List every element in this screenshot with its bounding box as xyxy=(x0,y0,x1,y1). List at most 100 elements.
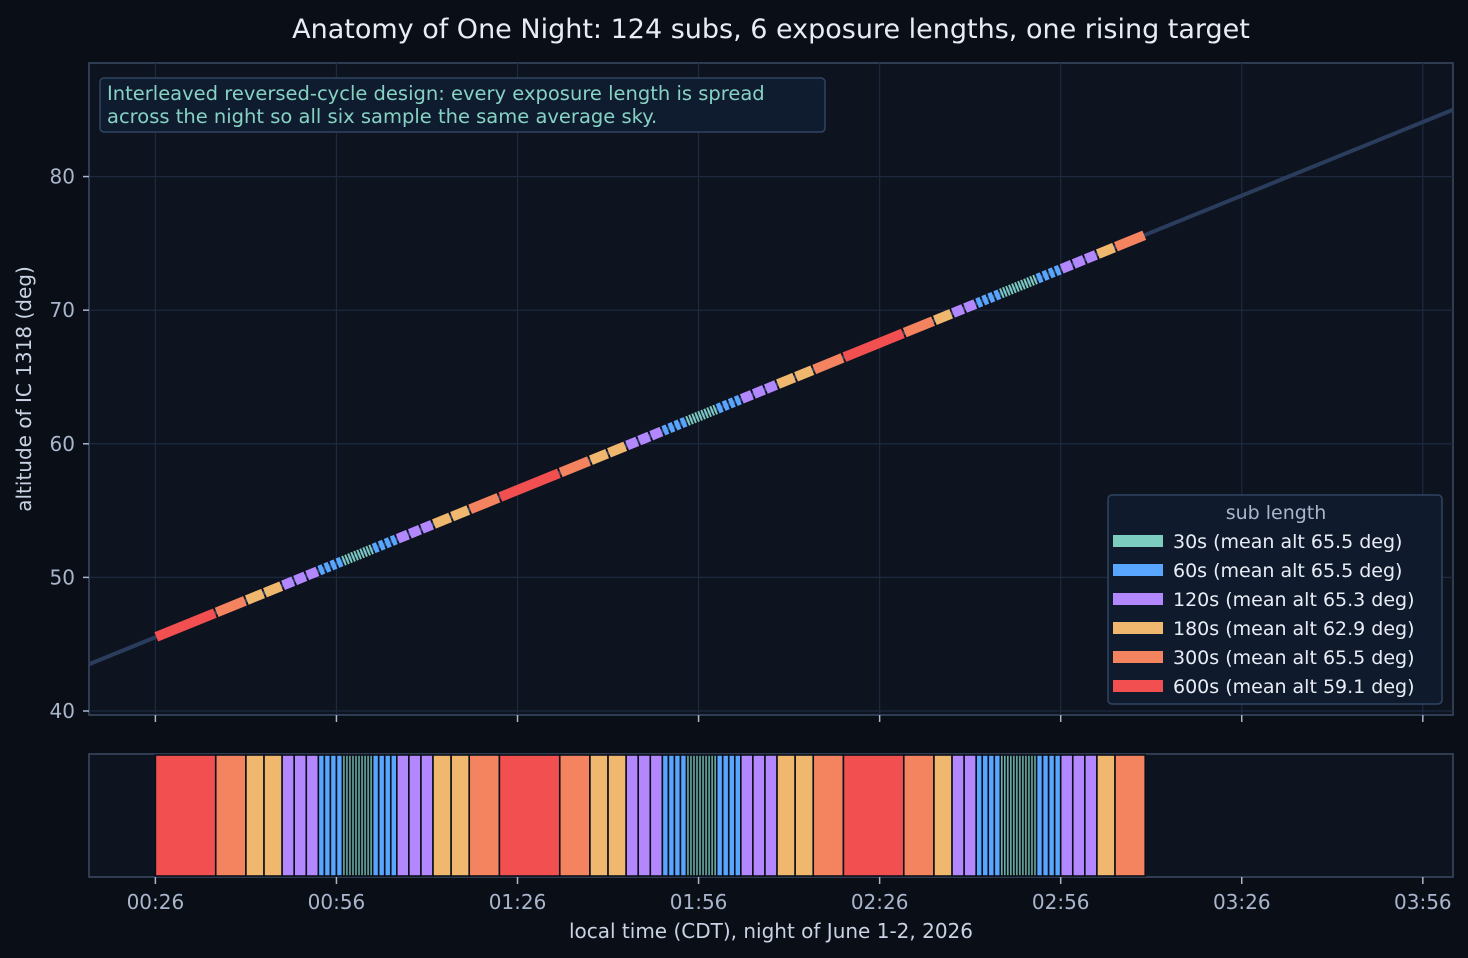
sub-segment xyxy=(371,542,380,554)
timeline-bar xyxy=(740,754,754,877)
legend-title: sub length xyxy=(1226,502,1327,524)
y-tick-label: 80 xyxy=(50,165,75,189)
annotation-line: across the night so all six sample the s… xyxy=(107,105,657,128)
sub-segment xyxy=(498,468,561,502)
sub-segment xyxy=(700,409,706,420)
timeline-bar xyxy=(1047,754,1056,877)
sub-segment xyxy=(691,413,697,424)
timeline-bar xyxy=(902,754,935,877)
legend-label: 120s (mean alt 65.3 deg) xyxy=(1173,589,1415,611)
x-tick-label: 01:26 xyxy=(489,890,547,914)
sub-segment xyxy=(751,385,766,399)
timeline-bar xyxy=(1041,754,1050,877)
timeline-bar xyxy=(752,754,766,877)
subs-on-curve xyxy=(154,230,1147,642)
legend: sub length 30s (mean alt 65.5 deg) 60s (m… xyxy=(1107,494,1443,705)
timeline-bar xyxy=(607,754,627,877)
x-axis-ticks-bottom: 00:26 00:56 01:26 01:56 02:26 02:56 03:26 03:56 xyxy=(127,877,1452,914)
grid xyxy=(89,63,1453,715)
timeline-bar xyxy=(420,754,434,877)
legend-swatch xyxy=(1113,564,1163,576)
x-tick-label: 03:26 xyxy=(1213,890,1271,914)
sub-segment xyxy=(794,365,815,382)
sub-segment xyxy=(706,407,712,418)
timeline-bar xyxy=(377,754,386,877)
timeline-bar xyxy=(842,754,905,877)
x-tick-label: 01:56 xyxy=(670,890,728,914)
sub-segment xyxy=(981,294,990,306)
legend-label: 180s (mean alt 62.9 deg) xyxy=(1173,618,1415,640)
sub-segment xyxy=(987,291,996,303)
timeline-bar xyxy=(667,754,676,877)
timeline-bar xyxy=(1114,754,1146,877)
sub-segment xyxy=(932,309,954,326)
sub-segment xyxy=(329,559,338,571)
sub-segment xyxy=(1083,250,1098,264)
timeline-bar xyxy=(408,754,422,877)
sub-segment xyxy=(1114,230,1147,252)
timeline-bar xyxy=(214,754,247,877)
sub-segment xyxy=(679,417,688,429)
sub-segment xyxy=(667,421,676,433)
sub-segment xyxy=(432,512,453,529)
sub-segment xyxy=(377,539,386,551)
sub-segment xyxy=(727,397,736,409)
timeline-bar xyxy=(625,754,640,877)
sub-segment xyxy=(1023,278,1029,289)
timeline-bar xyxy=(335,754,344,877)
sub-segment xyxy=(407,525,422,539)
timeline-bar xyxy=(993,754,1002,877)
timeline-bar xyxy=(450,754,471,877)
sub-segment xyxy=(293,571,308,586)
sub-segment xyxy=(317,564,326,576)
sub-segment xyxy=(350,551,356,562)
x-tick-label: 03:56 xyxy=(1394,890,1452,914)
timeline-bar xyxy=(987,754,996,877)
legend-swatch xyxy=(1113,593,1163,605)
timeline-bar xyxy=(1035,754,1044,877)
sub-segment xyxy=(362,546,368,557)
sub-segment xyxy=(975,296,984,308)
legend-items: 30s (mean alt 65.5 deg) 60s (mean alt 65.… xyxy=(1113,531,1415,698)
sub-segment xyxy=(721,399,730,411)
sub-segment xyxy=(214,596,247,617)
sub-segment xyxy=(344,554,350,565)
timeline-bar xyxy=(1053,754,1062,877)
timeline-bar xyxy=(764,754,778,877)
sub-segment xyxy=(1020,279,1026,290)
annotation-text: Interleaved reversed-cycle design: every… xyxy=(107,82,765,128)
sub-segment xyxy=(697,410,703,421)
sub-segment xyxy=(419,520,434,534)
sub-segment xyxy=(1005,285,1011,296)
sub-segment xyxy=(365,545,371,556)
sub-segment xyxy=(1095,242,1116,259)
sub-segment xyxy=(335,556,344,568)
sub-segment xyxy=(1029,275,1035,286)
timeline-bar xyxy=(1096,754,1116,877)
y-axis-ticks: 40 50 60 70 80 xyxy=(50,165,89,723)
timeline-bar xyxy=(649,754,664,877)
sub-segment xyxy=(673,419,682,431)
timeline-bar xyxy=(263,754,283,877)
sub-segment xyxy=(1041,269,1050,281)
sub-segment xyxy=(588,448,610,465)
timeline-bar xyxy=(727,754,736,877)
annotation-box: Interleaved reversed-cycle design: every… xyxy=(99,77,826,133)
sub-segment xyxy=(323,561,332,573)
y-tick-label: 50 xyxy=(50,565,75,589)
timeline-bar xyxy=(432,754,452,877)
timeline-bar xyxy=(733,754,742,877)
sub-segment xyxy=(1053,264,1062,276)
sub-segment xyxy=(1059,260,1074,274)
timeline-bar xyxy=(371,754,380,877)
legend-label: 30s (mean alt 65.5 deg) xyxy=(1173,531,1402,553)
timeline-bar xyxy=(305,754,320,877)
sub-segment xyxy=(733,394,742,406)
timeline-bar xyxy=(715,754,724,877)
timeline-bar xyxy=(661,754,670,877)
sub-segment xyxy=(281,576,296,590)
timeline-bar xyxy=(245,754,265,877)
sub-segment xyxy=(1071,255,1086,269)
legend-label: 300s (mean alt 65.5 deg) xyxy=(1173,647,1415,669)
